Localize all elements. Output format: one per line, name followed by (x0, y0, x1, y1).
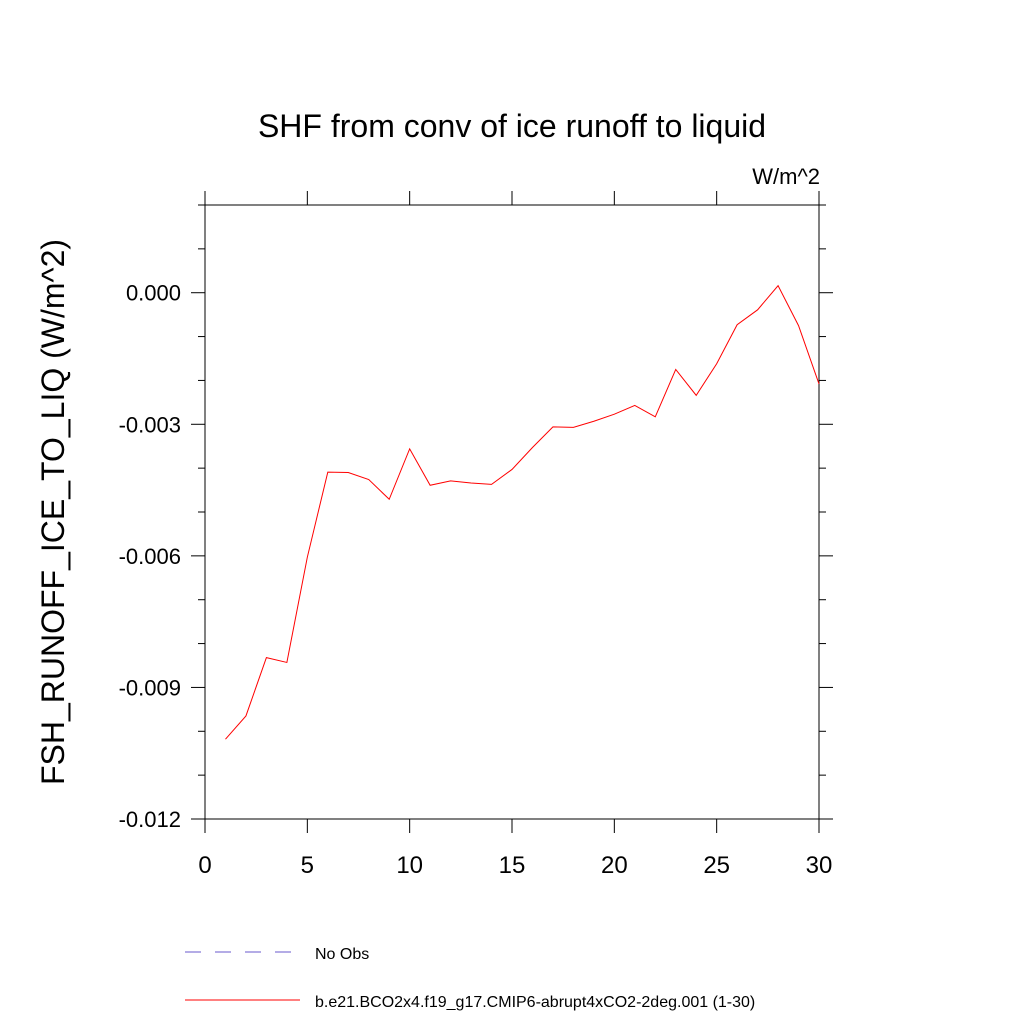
chart-title: SHF from conv of ice runoff to liquid (258, 108, 766, 144)
x-tick-label: 10 (396, 852, 423, 879)
y-tick-label: -0.003 (119, 412, 181, 437)
legend-label: No Obs (315, 946, 369, 963)
x-tick-label: 30 (806, 852, 833, 879)
legend-label: b.e21.BCO2x4.f19_g17.CMIP6-abrupt4xCO2-2… (315, 994, 755, 1011)
x-tick-label: 5 (301, 852, 314, 879)
legend: No Obs b.e21.BCO2x4.f19_g17.CMIP6-abrupt4… (185, 946, 755, 1011)
x-tick-label: 15 (499, 852, 526, 879)
plot-frame (204, 204, 820, 820)
series-line (225, 284, 820, 740)
units-label: W/m^2 (752, 164, 820, 189)
series-layer (225, 284, 820, 740)
ticks-layer: 0 5 10 15 20 25 30 -0.012 -0.009 -0.006 -0.003 0.00… (119, 191, 833, 879)
x-tick-label: 0 (198, 852, 211, 879)
y-tick-label: -0.006 (119, 544, 181, 569)
y-tick-label: 0.000 (126, 281, 181, 306)
y-tick-label: -0.009 (119, 675, 181, 700)
y-axis-label: FSH_RUNOFF_ICE_TO_LIQ (W/m^2) (35, 239, 71, 785)
y-tick-label: -0.012 (119, 807, 181, 832)
x-tick-label: 25 (703, 852, 730, 879)
x-tick-label: 20 (601, 852, 628, 879)
